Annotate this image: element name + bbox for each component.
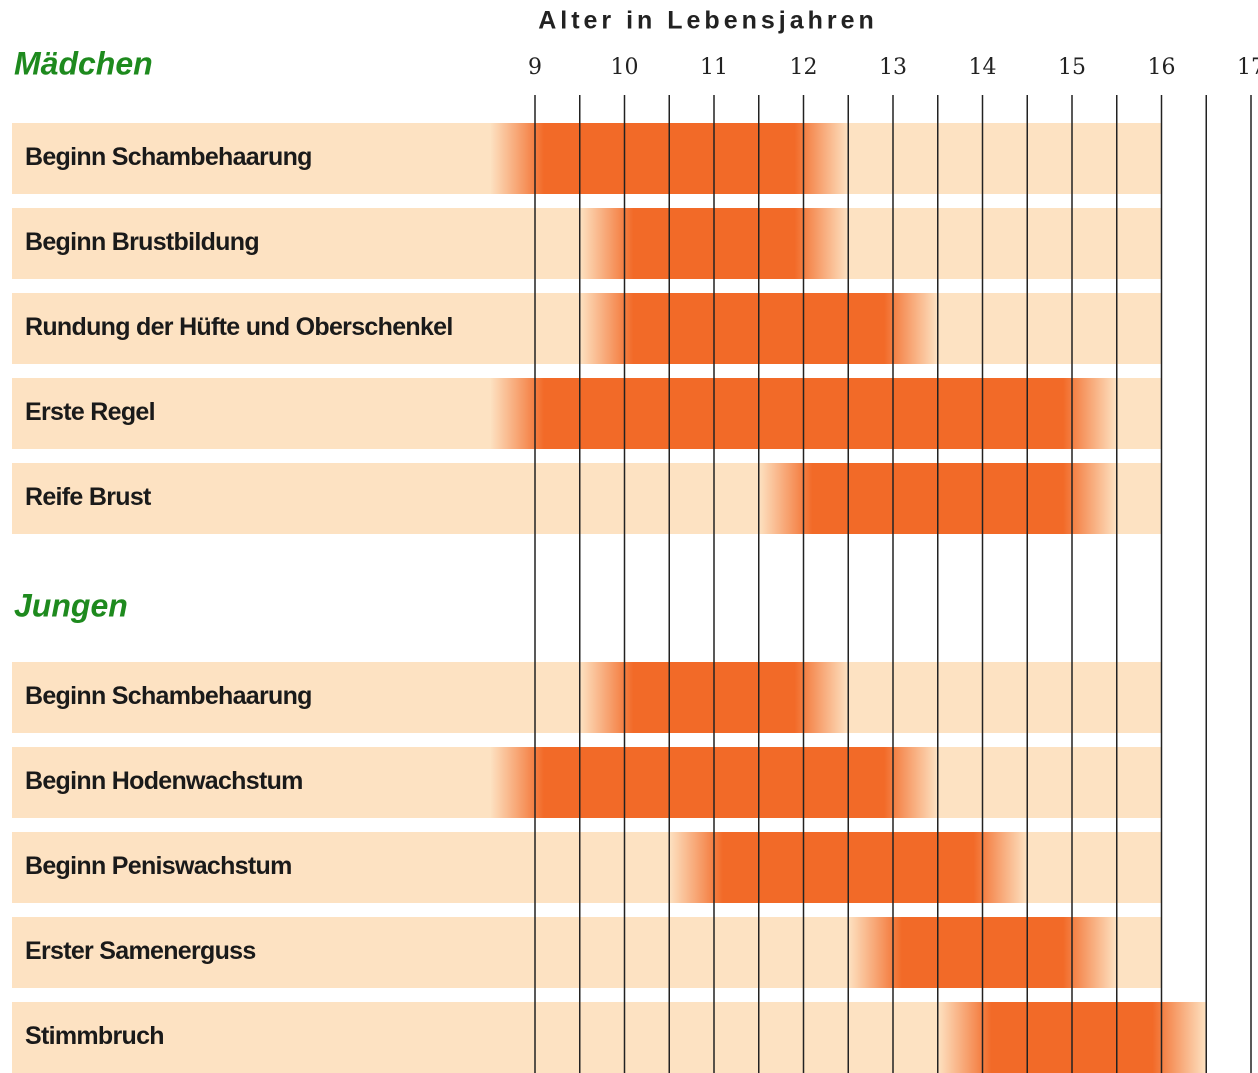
x-tick-label: 10	[611, 55, 639, 80]
category-label: Beginn Schambehaarung	[25, 143, 312, 171]
x-tick-label: 14	[969, 55, 997, 80]
category-label: Reife Brust	[25, 483, 152, 511]
category-label: Beginn Schambehaarung	[25, 682, 312, 710]
x-tick-label: 11	[700, 55, 728, 80]
category-label: Beginn Brustbildung	[25, 228, 259, 256]
group-label: Mädchen	[14, 45, 153, 81]
x-tick-label: 17	[1237, 55, 1258, 80]
x-tick-label: 16	[1148, 55, 1176, 80]
x-tick-label: 12	[790, 55, 818, 80]
x-axis-label: Alter in Lebensjahren	[538, 7, 878, 35]
x-tick-label: 9	[528, 55, 542, 80]
x-tick-label: 13	[879, 55, 907, 80]
x-tick-label: 15	[1058, 55, 1086, 80]
category-label: Erste Regel	[25, 398, 155, 426]
category-label: Beginn Hodenwachstum	[25, 767, 303, 795]
category-label: Erster Samenerguss	[25, 937, 256, 965]
group-label: Jungen	[14, 587, 128, 623]
category-label: Beginn Peniswachstum	[25, 852, 292, 880]
category-label: Stimmbruch	[25, 1022, 164, 1050]
category-label: Rundung der Hüfte und Oberschenkel	[25, 313, 453, 341]
